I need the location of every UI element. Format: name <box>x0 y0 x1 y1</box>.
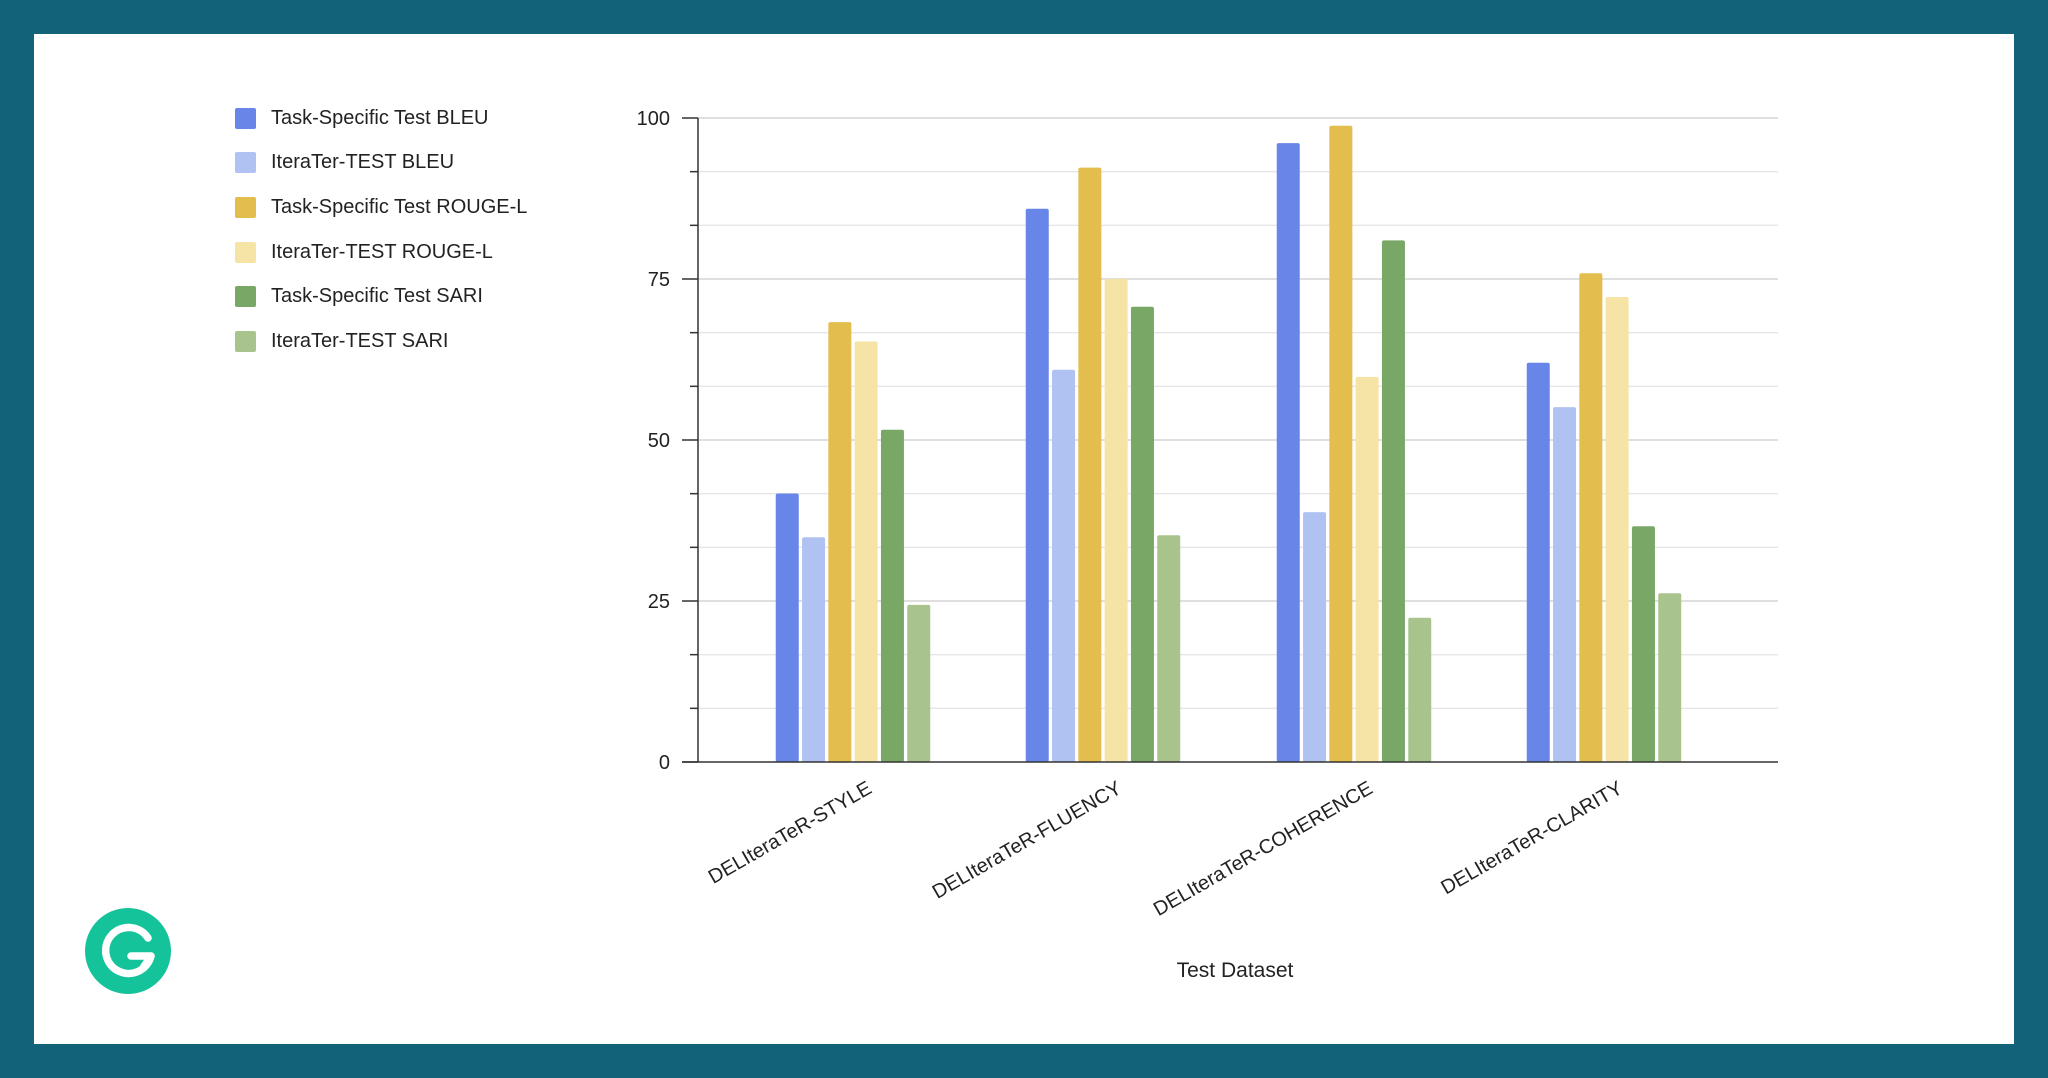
y-tick-label: 50 <box>648 430 670 452</box>
y-tick-label: 25 <box>648 591 670 613</box>
legend-label: Task-Specific Test ROUGE-L <box>271 195 528 218</box>
legend-label: IteraTer-TEST BLEU <box>271 151 455 174</box>
x-tick-label: DELIteraTeR-FLUENCY <box>929 777 1126 903</box>
x-tick-label: DELIteraTeR-CLARITY <box>1437 777 1626 899</box>
bar <box>854 341 878 762</box>
bar <box>828 322 852 762</box>
y-tick-label: 100 <box>637 108 670 130</box>
y-tick-label: 0 <box>659 752 670 774</box>
legend-swatch <box>235 152 256 174</box>
bar <box>1631 526 1655 762</box>
legend-entry: Task-Specific Test ROUGE-L <box>235 185 527 230</box>
bar <box>1381 240 1405 763</box>
bar <box>802 537 826 762</box>
bar <box>1303 512 1327 762</box>
x-tick-label: DELIteraTeR-COHERENCE <box>1150 777 1377 921</box>
chart-legend: Task-Specific Test BLEU IteraTer-TEST BLE… <box>235 96 527 364</box>
bar <box>1329 125 1353 762</box>
bar <box>1052 369 1076 762</box>
x-axis-title: Test Dataset <box>1177 959 1294 982</box>
y-tick-label: 75 <box>648 269 670 291</box>
bar <box>1130 306 1154 762</box>
legend-entry: Task-Specific Test BLEU <box>235 96 527 141</box>
legend-entry: IteraTer-TEST BLEU <box>235 141 527 186</box>
bar <box>907 604 931 762</box>
bar <box>1025 208 1049 762</box>
chart-card <box>34 34 2014 1044</box>
grammarly-logo-icon <box>85 908 171 994</box>
legend-label: Task-Specific Test SARI <box>271 285 483 308</box>
legend-swatch <box>235 241 256 263</box>
legend-label: IteraTer-TEST ROUGE-L <box>271 240 493 263</box>
legend-swatch <box>235 196 256 218</box>
bar <box>1078 167 1102 762</box>
x-tick-label: DELIteraTeR-STYLE <box>705 777 876 888</box>
legend-entry: IteraTer-TEST SARI <box>235 319 527 364</box>
legend-swatch <box>235 286 256 308</box>
legend-swatch <box>235 107 256 129</box>
legend-swatch <box>235 330 256 352</box>
bar <box>1553 407 1577 762</box>
legend-label: IteraTer-TEST SARI <box>271 329 449 352</box>
legend-entry: IteraTer-TEST ROUGE-L <box>235 230 527 275</box>
bar <box>1658 593 1682 762</box>
bar <box>1104 279 1128 762</box>
axes <box>682 117 1778 763</box>
bar <box>1526 362 1550 762</box>
bar <box>1408 617 1432 762</box>
legend-entry: Task-Specific Test SARI <box>235 274 527 319</box>
bar <box>880 429 904 762</box>
bar <box>1605 297 1629 762</box>
bar <box>1355 376 1379 762</box>
bar <box>775 493 799 762</box>
bars <box>775 125 1682 763</box>
bar <box>1157 535 1181 762</box>
bar <box>1276 143 1300 763</box>
legend-label: Task-Specific Test BLEU <box>271 106 489 129</box>
bar <box>1579 273 1603 762</box>
